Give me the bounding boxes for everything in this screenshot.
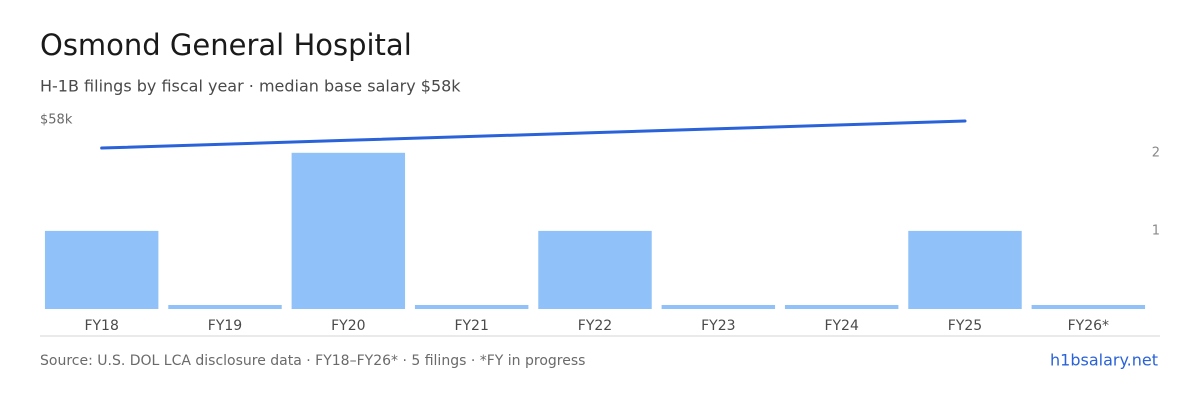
salary-line	[100, 119, 967, 150]
x-tick-label: FY22	[578, 318, 612, 334]
bar	[414, 305, 529, 309]
bar	[538, 230, 652, 309]
y2-tick-label: 1	[1152, 223, 1160, 238]
bar	[784, 305, 899, 309]
site-link[interactable]: h1bsalary.net	[1050, 351, 1158, 370]
x-tick-label: FY21	[454, 318, 488, 334]
bar	[908, 230, 1022, 309]
bar	[44, 230, 159, 309]
bar	[1031, 305, 1146, 309]
bar	[168, 305, 282, 309]
chart-title: Osmond General Hospital	[40, 28, 412, 62]
bar	[291, 152, 406, 309]
y2-tick-label: 2	[1152, 145, 1160, 160]
x-tick-label: FY24	[824, 318, 859, 334]
x-tick-label: FY23	[701, 318, 735, 334]
y-tick-label: $58k	[40, 113, 73, 128]
chart-subtitle: H-1B filings by fiscal year · median bas…	[40, 77, 461, 96]
x-tick-label: FY26*	[1068, 318, 1109, 334]
x-tick-label: FY25	[948, 318, 982, 334]
bar	[661, 305, 776, 309]
source-note: Source: U.S. DOL LCA disclosure data · F…	[40, 353, 585, 369]
x-tick-label: FY19	[208, 318, 242, 334]
x-tick-label: FY18	[84, 318, 118, 334]
x-tick-label: FY20	[331, 318, 365, 334]
